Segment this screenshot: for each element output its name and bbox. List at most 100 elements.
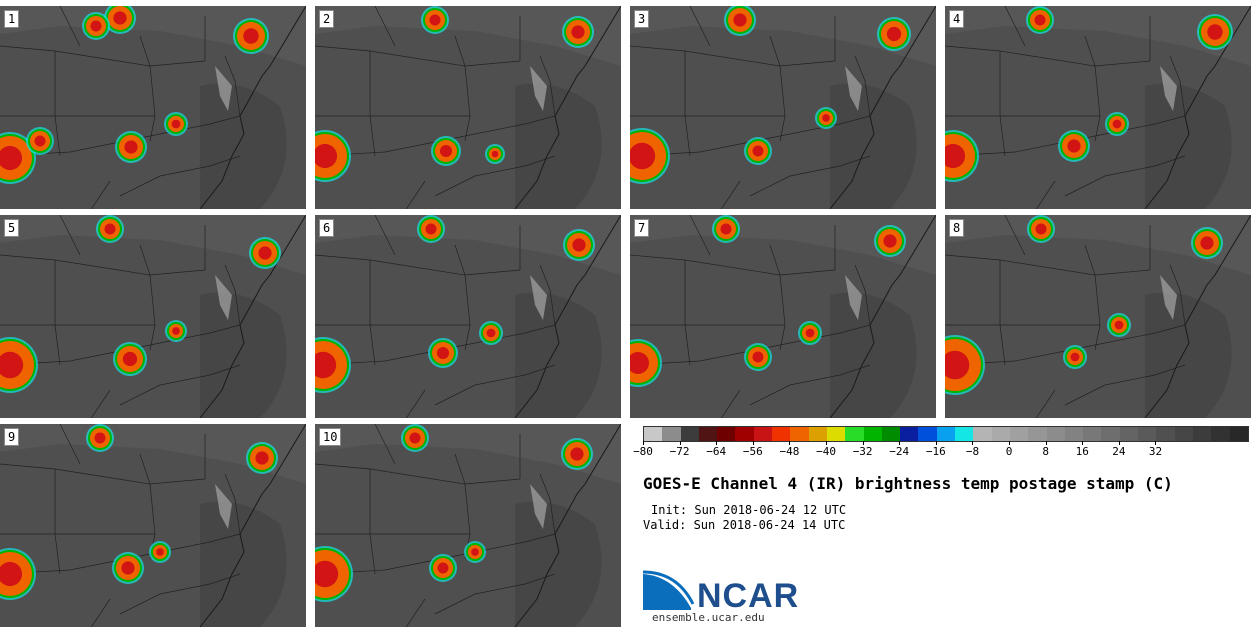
colorbar-swatch <box>955 427 974 441</box>
satellite-map <box>945 215 1251 418</box>
colorbar-swatch <box>863 427 882 441</box>
tick-label: −16 <box>925 445 946 458</box>
init-time: Init: Sun 2018-06-24 12 UTC <box>651 503 847 517</box>
colorbar-swatch <box>845 427 864 441</box>
colorbar-swatch <box>1064 427 1084 441</box>
tick-label: −72 <box>669 445 690 458</box>
tick-mark <box>1082 441 1084 445</box>
colorbar-swatch <box>680 427 699 441</box>
valid-time: Valid: Sun 2018-06-24 14 UTC <box>643 518 846 532</box>
satellite-map <box>630 215 936 418</box>
tick-label: −8 <box>965 445 980 458</box>
tick-mark <box>899 441 901 445</box>
tick-mark <box>1118 441 1120 445</box>
colorbar-swatch <box>808 427 827 441</box>
tick-mark <box>643 441 644 445</box>
colorbar-swatch <box>936 427 956 441</box>
tick-label: −40 <box>816 445 836 458</box>
colorbar-swatch <box>826 427 846 441</box>
logo-url: ensemble.ucar.edu <box>652 611 765 624</box>
tick-mark <box>1155 441 1157 445</box>
colorbar-swatch <box>1174 427 1193 441</box>
tick-label: 0 <box>1005 445 1013 458</box>
tick-mark <box>1009 441 1011 445</box>
tick-label: 32 <box>1148 445 1163 458</box>
colorbar-ticks: −80 −72 −64 −56 −48 −40 −32 −24 −16 −8 0 8 16 24 32 <box>633 441 1247 461</box>
panel-number: 1 <box>4 10 20 28</box>
tick-mark <box>935 441 937 445</box>
colorbar <box>643 426 1249 442</box>
colorbar-swatch <box>644 427 663 441</box>
panel-number: 8 <box>949 219 965 237</box>
tick-label: 8 <box>1042 445 1049 458</box>
colorbar-swatch <box>735 427 754 441</box>
satellite-map <box>0 6 306 209</box>
colorbar-swatch <box>698 427 718 441</box>
chart-title: GOES-E Channel 4 (IR) brightness temp po… <box>643 474 1173 493</box>
panel-number: 2 <box>319 10 335 28</box>
colorbar-swatch <box>1156 427 1175 441</box>
postage-stamp-panel: 10 <box>315 424 621 627</box>
colorbar-swatch <box>1046 427 1065 441</box>
ncar-logo-text: NCAR <box>697 577 800 615</box>
postage-stamp-panel: 3 <box>630 6 936 209</box>
colorbar-swatch <box>1138 427 1157 441</box>
colorbar-swatch <box>991 427 1010 441</box>
postage-stamp-panel: 8 <box>945 215 1251 418</box>
ncar-logo-icon <box>643 570 695 610</box>
panel-number: 10 <box>319 428 342 446</box>
colorbar-swatch <box>1083 427 1102 441</box>
panel-number: 7 <box>634 219 650 237</box>
colorbar-swatch <box>900 427 919 441</box>
tick-label: −48 <box>779 445 800 458</box>
tick-mark <box>679 441 681 445</box>
tick-label: −56 <box>742 445 763 458</box>
postage-stamp-panel: 6 <box>315 215 621 418</box>
satellite-map <box>945 6 1251 209</box>
colorbar-swatch <box>753 427 773 441</box>
tick-label: 16 <box>1075 445 1089 458</box>
satellite-map <box>315 424 621 627</box>
tick-mark <box>862 441 864 445</box>
satellite-map <box>315 6 621 209</box>
tick-mark <box>789 441 791 445</box>
postage-stamp-panel: 2 <box>315 6 621 209</box>
tick-label: −64 <box>706 445 727 458</box>
colorbar-swatch <box>881 427 901 441</box>
colorbar-swatch <box>1211 427 1230 441</box>
colorbar-swatch <box>973 427 992 441</box>
colorbar-swatch <box>918 427 937 441</box>
postage-stamp-panel: 1 <box>0 6 306 209</box>
colorbar-swatch <box>1009 427 1029 441</box>
tick-mark <box>826 441 828 445</box>
colorbar-swatch <box>662 427 681 441</box>
satellite-map <box>0 215 306 418</box>
tick-label: 24 <box>1112 445 1126 458</box>
panel-number: 5 <box>4 219 20 237</box>
tick-label: −24 <box>889 445 910 458</box>
tick-label: −80 <box>633 445 653 458</box>
panel-number: 9 <box>4 428 20 446</box>
colorbar-swatch <box>790 427 809 441</box>
postage-stamp-panel: 9 <box>0 424 306 627</box>
satellite-map <box>630 6 936 209</box>
satellite-map <box>315 215 621 418</box>
colorbar-swatch <box>1192 427 1212 441</box>
panel-number: 3 <box>634 10 650 28</box>
tick-mark <box>752 441 754 445</box>
colorbar-swatch <box>1229 427 1248 441</box>
tick-mark <box>716 441 718 445</box>
tick-mark <box>972 441 974 445</box>
colorbar-swatch <box>1028 427 1047 441</box>
colorbar-swatch <box>1119 427 1139 441</box>
satellite-map <box>0 424 306 627</box>
panel-number: 6 <box>319 219 335 237</box>
tick-mark <box>1045 441 1047 445</box>
colorbar-swatch <box>717 427 736 441</box>
panel-number: 4 <box>949 10 965 28</box>
postage-stamp-panel: 7 <box>630 215 936 418</box>
colorbar-swatch <box>772 427 791 441</box>
postage-stamp-panel: 5 <box>0 215 306 418</box>
tick-label: −32 <box>852 445 873 458</box>
postage-stamp-panel: 4 <box>945 6 1251 209</box>
